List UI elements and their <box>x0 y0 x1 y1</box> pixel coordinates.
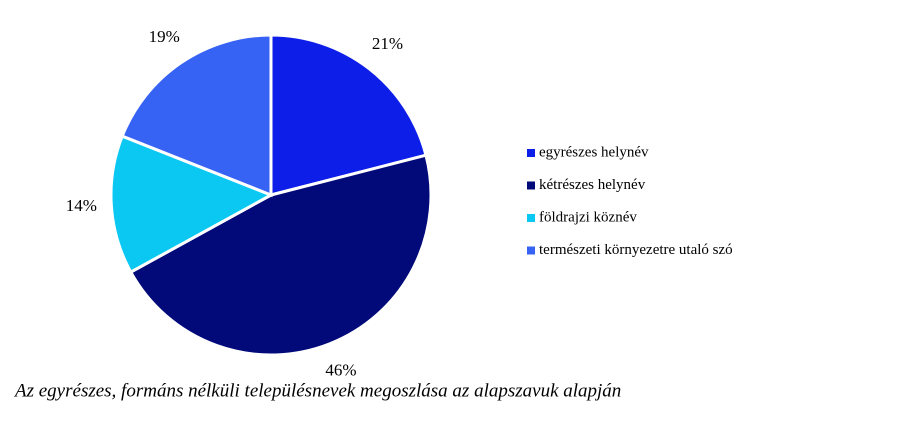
data-label: 46% <box>325 361 356 380</box>
data-label: 21% <box>372 34 403 53</box>
legend-label: kétrészes helynév <box>539 177 646 193</box>
pie-slice <box>128 153 433 357</box>
legend-swatch <box>527 181 535 190</box>
pie-slice <box>120 33 273 198</box>
caption: Az egyrészes, formáns nélküli településn… <box>13 380 621 401</box>
legend-label: természeti környezetre utaló szó <box>539 242 733 258</box>
pie-slice <box>269 33 428 197</box>
legend-swatch <box>527 149 535 157</box>
pie-slice <box>109 134 275 275</box>
data-label: 14% <box>66 196 97 215</box>
data-label: 19% <box>149 27 180 46</box>
legend-swatch <box>527 246 535 255</box>
legend-label: földrajzi köznév <box>539 209 637 225</box>
legend-label: egyrészes helynév <box>539 144 649 160</box>
legend-swatch <box>527 214 535 222</box>
